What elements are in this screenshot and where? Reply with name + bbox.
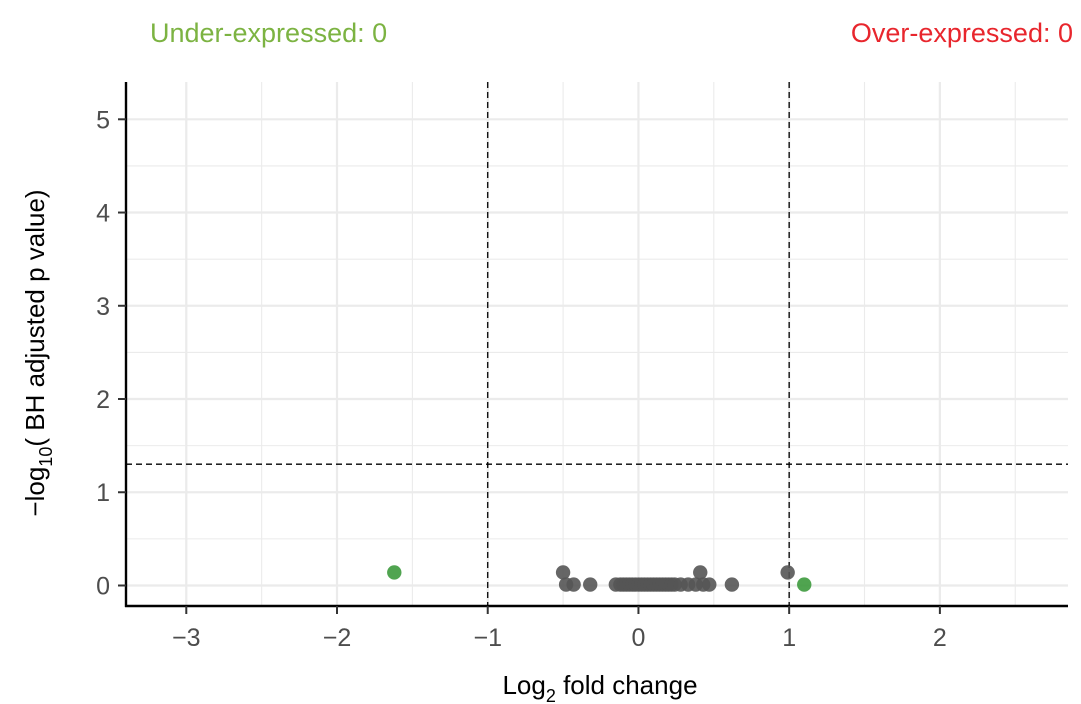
- not-significant-point: [780, 565, 795, 580]
- not-significant-point: [724, 577, 740, 592]
- not-significant-point: [702, 577, 717, 592]
- under-expressed-prefix: Under-expressed:: [150, 18, 373, 48]
- over-expressed-count-label: Over-expressed: 0: [851, 18, 1073, 49]
- y-tick-label: 0: [96, 572, 110, 600]
- data-points: [387, 565, 812, 592]
- grid-lines: [126, 82, 1068, 606]
- y-tick-label: 5: [96, 106, 110, 134]
- over-expressed-count: 0: [1057, 18, 1073, 48]
- fold-change-only-point: [387, 565, 402, 580]
- under-expressed-count-label: Under-expressed: 0: [150, 18, 387, 49]
- threshold-lines: [126, 82, 1068, 606]
- under-expressed-count: 0: [372, 18, 388, 48]
- y-tick-label: 2: [96, 386, 110, 414]
- not-significant-point: [566, 577, 581, 592]
- over-expressed-prefix: Over-expressed:: [850, 18, 1058, 48]
- not-significant-point: [583, 577, 598, 592]
- not-significant-point: [693, 565, 708, 580]
- x-axis-title: Log2 fold change: [502, 670, 697, 704]
- y-tick-label: 3: [96, 293, 110, 321]
- x-tick-label: −3: [172, 624, 201, 652]
- y-tick-label: 4: [96, 200, 110, 228]
- y-axis-title: −log10( BH adjusted p value): [20, 189, 56, 516]
- x-tick-label: −2: [323, 624, 352, 652]
- axes: [118, 82, 1068, 614]
- x-tick-label: 2: [933, 624, 947, 652]
- tick-labels: −3 −2 −1 0 1 2 0 1 2 3 4 5: [96, 106, 947, 652]
- fold-change-only-point: [797, 577, 812, 592]
- y-tick-label: 1: [96, 479, 110, 507]
- x-tick-label: 1: [782, 624, 796, 652]
- x-tick-label: 0: [631, 624, 645, 652]
- x-tick-label: −1: [473, 624, 502, 652]
- not-significant-point: [555, 565, 571, 580]
